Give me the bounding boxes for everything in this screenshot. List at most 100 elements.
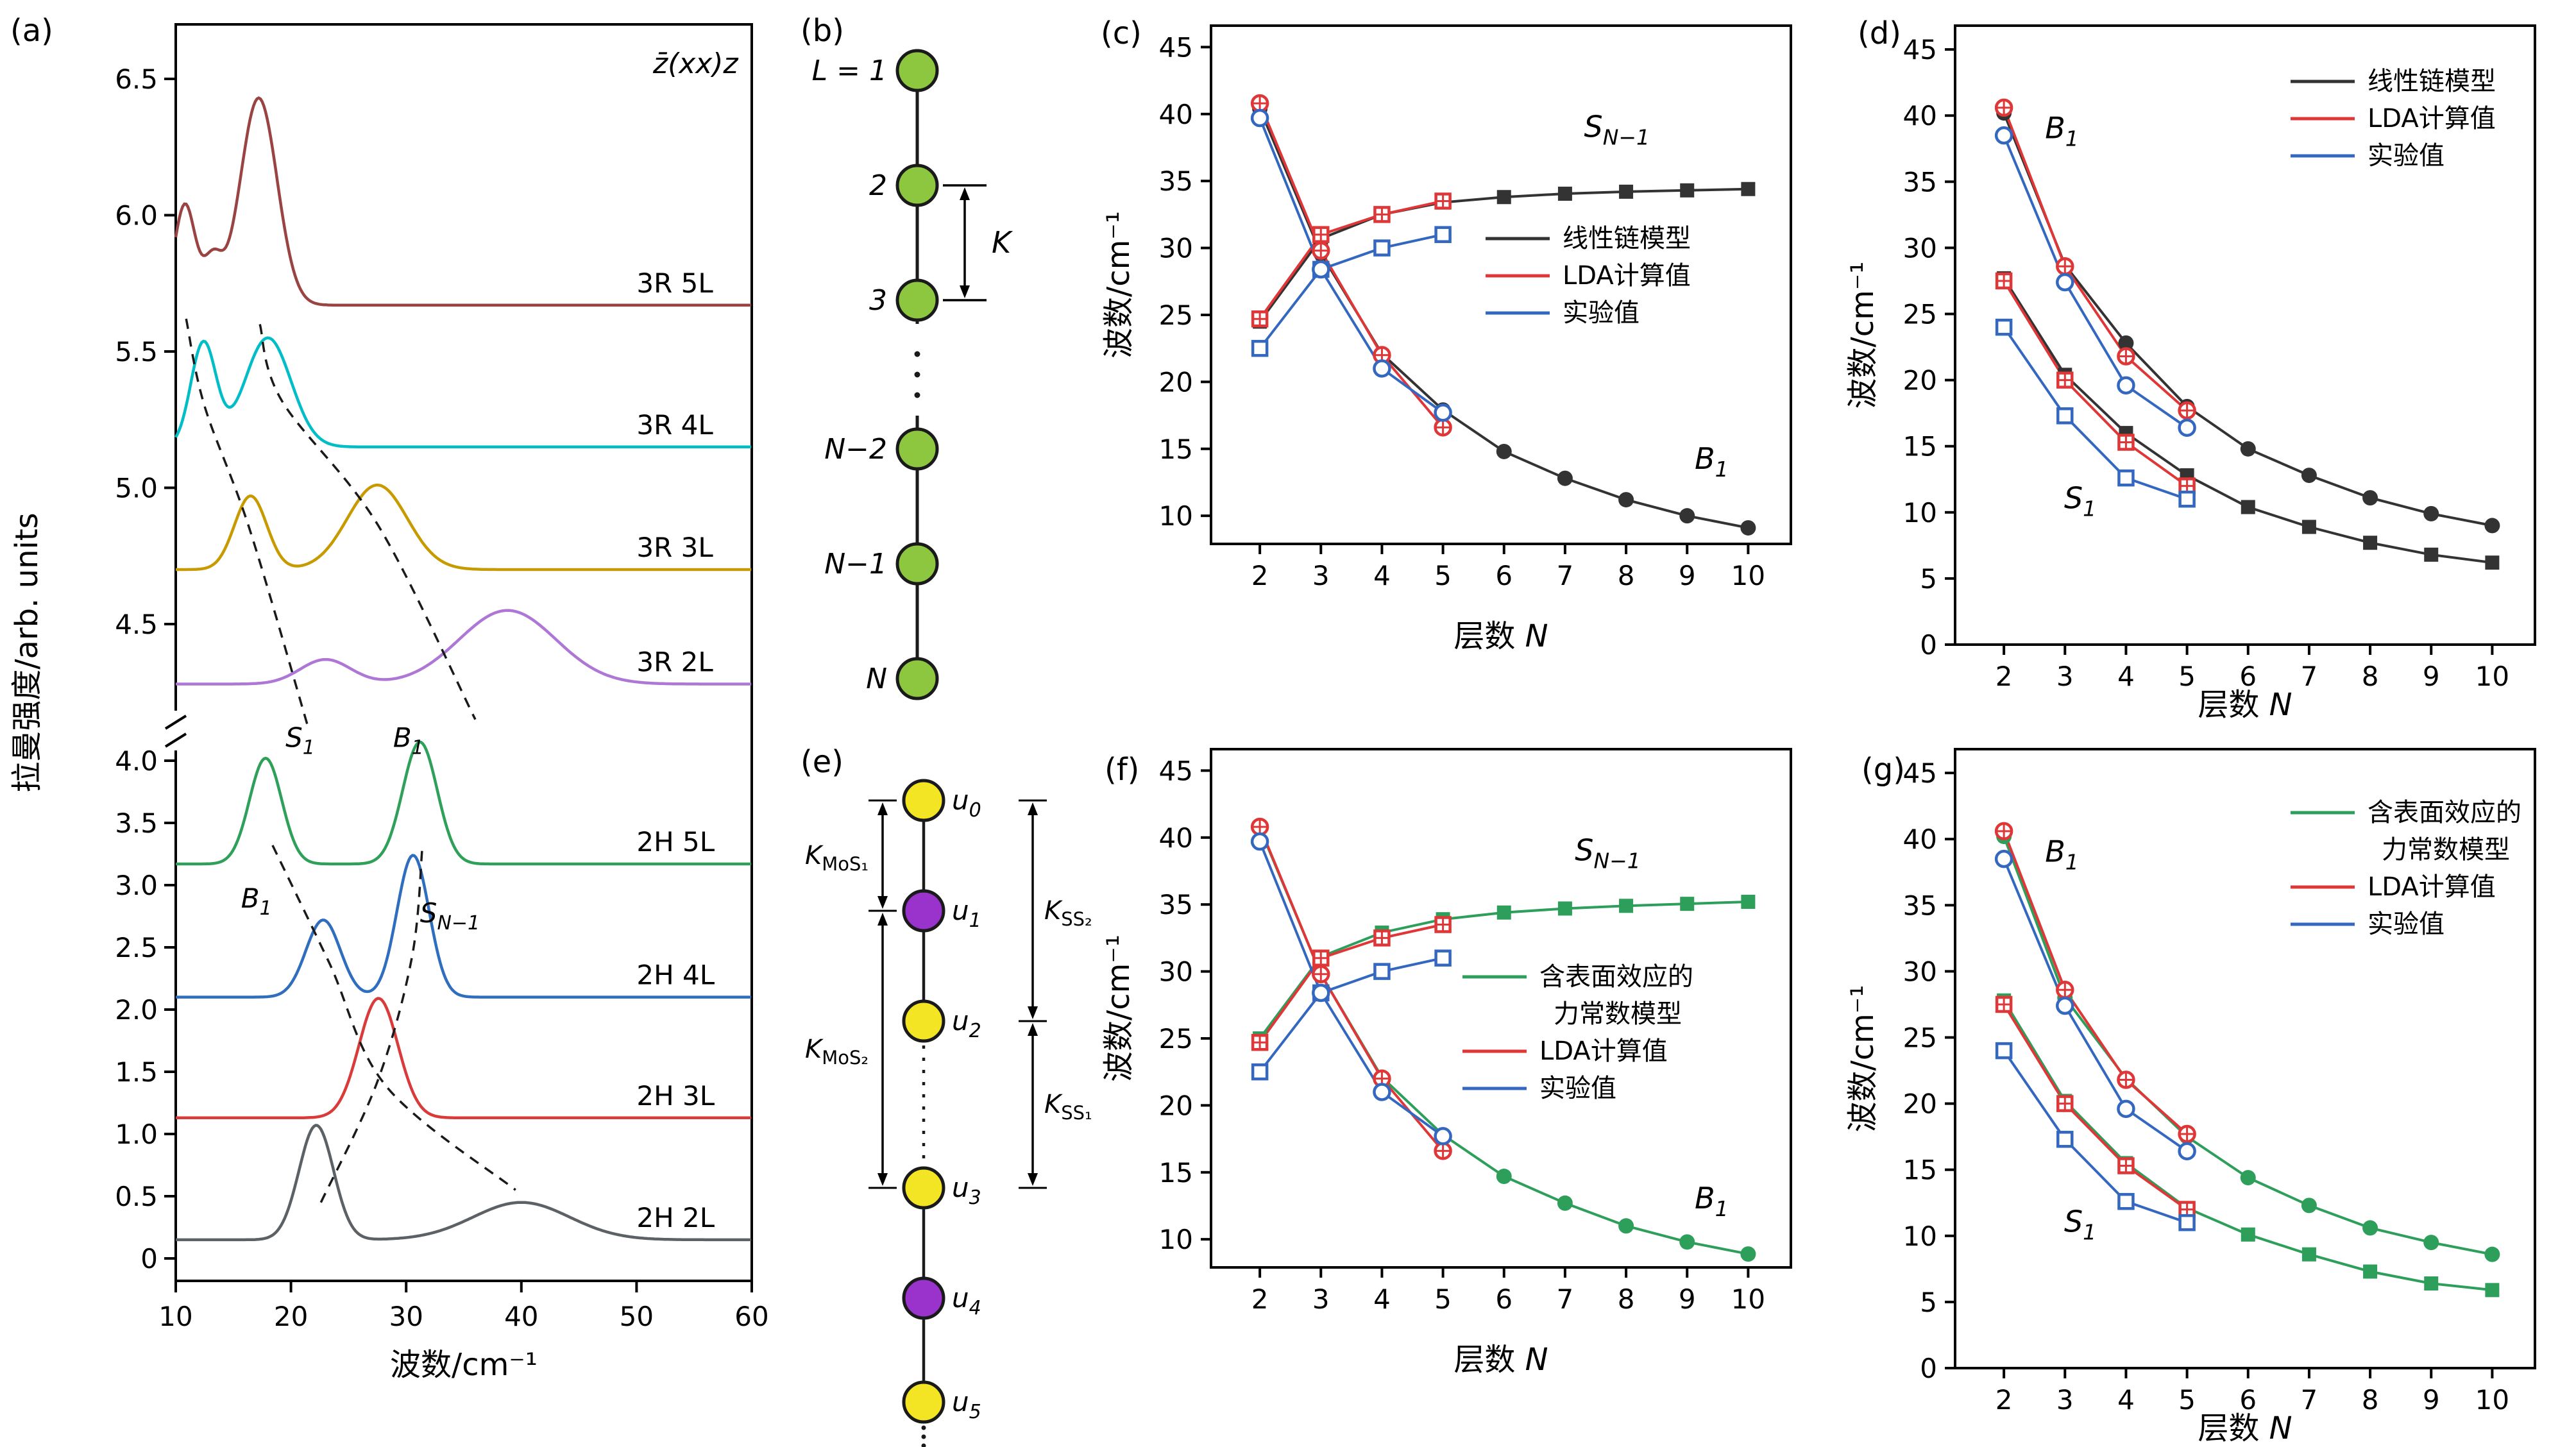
curve-label: 3R 3L (636, 532, 713, 563)
atom-node-S (902, 1380, 945, 1424)
y-tick-label: 3.0 (115, 870, 158, 901)
x-axis-label: 波数/cm⁻¹ (390, 1347, 538, 1383)
marker-square-filled (1741, 182, 1756, 196)
marker-circle-filled (1618, 1218, 1634, 1234)
y-tick-label: 35 (1903, 166, 1937, 198)
mode-label-B: B1 (393, 722, 424, 759)
x-tick-label: 9 (1679, 1283, 1696, 1315)
x-axis-label: 层数 N (2198, 1410, 2292, 1446)
x-tick-label: 4 (2117, 1384, 2135, 1416)
marker-square-filled (2424, 547, 2439, 562)
marker-circle-filled (2484, 1246, 2500, 1262)
marker-square-open (2056, 1131, 2074, 1148)
y-tick-label: 40 (1159, 99, 1193, 130)
mass-node (895, 49, 939, 92)
x-tick-label: 6 (2239, 1384, 2257, 1416)
mode-label-S: SN−1 (420, 897, 480, 935)
x-tick-label: 9 (1679, 560, 1696, 591)
y-tick-label: 0 (1920, 1353, 1937, 1384)
marker-square-open (2117, 469, 2135, 487)
series-line (2003, 858, 2188, 1153)
panel-b-linear-chain-diagram: L = 1 2 3 N−2 N−1 N K (812, 49, 1013, 700)
annotation-SN−1: SN−1 (1584, 109, 1650, 149)
x-tick-label: 8 (2362, 661, 2379, 692)
y-tick-label: 30 (1159, 956, 1193, 988)
y-tick-label: 25 (1159, 300, 1193, 331)
marker-square-open (2056, 407, 2074, 425)
x-tick-label: 40 (504, 1301, 538, 1332)
y-tick-label: 10 (1159, 500, 1193, 532)
x-tick-label: 5 (2178, 1384, 2196, 1416)
marker-square-filled (1680, 183, 1695, 198)
curve-label: 2H 3L (636, 1080, 715, 1112)
spectrum-2H-5L (176, 740, 752, 866)
x-tick-label: 3 (2056, 1384, 2074, 1416)
marker-square-filled (2485, 1283, 2500, 1298)
legend-label: 含表面效应的 (1539, 962, 1693, 992)
spectrum-3R-3L (176, 484, 752, 571)
atom-node-Mo (902, 1276, 945, 1320)
atom-label-u4: u4 (952, 1282, 981, 1319)
series-line (2003, 1049, 2188, 1224)
marker-square-open (1251, 339, 1269, 357)
y-tick-label: 5 (1920, 1287, 1937, 1318)
mass-node (895, 164, 939, 207)
y-tick-label: 0 (140, 1243, 158, 1274)
legend-label: 实验值 (1539, 1074, 1616, 1103)
curve-label: 2H 5L (636, 826, 715, 858)
series-line (1258, 108, 1749, 529)
atom-node-Mo (902, 889, 945, 933)
marker-circle-filled (1679, 1234, 1695, 1250)
marker-square-filled (1619, 184, 1634, 199)
ellipsis-dot (914, 351, 920, 357)
marker-square-open (1995, 1042, 2013, 1060)
y-tick-label: 20 (1159, 366, 1193, 398)
annotation-B1: B1 (1695, 1181, 1729, 1221)
x-tick-label: 5 (1434, 1283, 1452, 1315)
panel-e-force-constant-diagram: u0 u1 u2 u3 u4 u5 KMoS₁ KMoS₂ KSS₂ KSS₁ (805, 779, 1092, 1447)
marker-circle-filled (2301, 468, 2317, 484)
spectrum-3R-2L (176, 609, 752, 686)
legend-label: 含表面效应的 (2368, 798, 2521, 827)
curve-label: 3R 4L (636, 409, 713, 441)
x-tick-label: 7 (2301, 1384, 2318, 1416)
series-line (1258, 199, 1444, 320)
marker-square-open (1373, 963, 1391, 980)
legend-label: 实验值 (2368, 910, 2445, 939)
x-axis-label: 层数 N (1453, 618, 1548, 654)
mass-node (895, 278, 939, 322)
y-tick-label: 15 (1159, 434, 1193, 465)
ellipsis-dot (914, 392, 920, 398)
y-tick-label: 15 (1903, 1155, 1937, 1186)
ellipsis-dot (921, 1443, 926, 1447)
x-tick-label: 30 (389, 1301, 423, 1332)
atom-label-u3: u3 (952, 1172, 981, 1209)
x-axis-label: 层数 N (2198, 687, 2292, 723)
marker-circle-filled (2240, 1170, 2256, 1186)
marker-square-open (1995, 318, 2013, 336)
atom-label-u1: u1 (952, 895, 981, 932)
node-label: N−1 (824, 548, 887, 580)
marker-circle-filled (2423, 505, 2439, 521)
marker-square-filled (2241, 500, 2255, 514)
y-tick-label: 25 (1903, 1022, 1937, 1054)
force-constant-SS₁: KSS₁ (1044, 1090, 1092, 1124)
marker-square-filled (1496, 905, 1511, 920)
spectrum-2H-4L (176, 854, 752, 999)
x-tick-label: 2 (1251, 1283, 1269, 1315)
y-tick-label: 10 (1159, 1224, 1193, 1255)
marker-square-open (1434, 949, 1452, 967)
marker-circle-open (2056, 273, 2074, 292)
marker-circle-open (1312, 983, 1330, 1003)
y-tick-label: 30 (1903, 956, 1937, 987)
marker-circle-open (1434, 1127, 1452, 1146)
y-tick-label: 25 (1903, 299, 1937, 330)
marker-square-filled (1496, 190, 1511, 205)
series-line (2003, 277, 2493, 564)
y-axis-label: 波数/cm⁻¹ (1101, 211, 1137, 359)
marker-square-open (1373, 239, 1391, 257)
x-tick-label: 5 (1434, 560, 1452, 591)
x-tick-label: 7 (1557, 560, 1574, 591)
